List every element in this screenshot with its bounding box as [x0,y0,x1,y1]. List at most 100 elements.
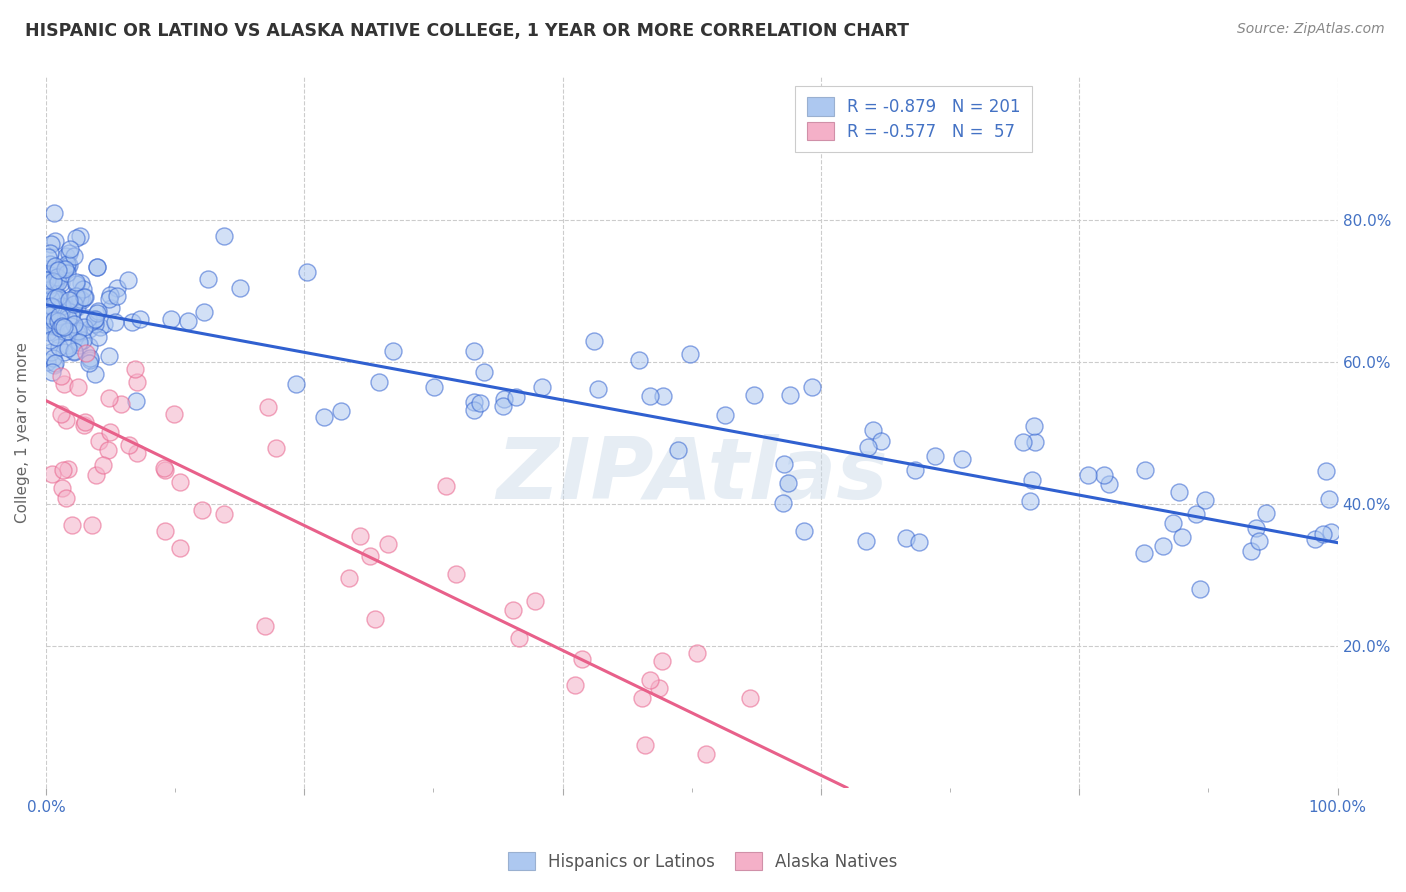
Point [1019,494,1042,508]
Point [155,463,177,477]
Point [492,399,515,413]
Point [66,323,89,337]
Point [39,299,62,313]
Point [48,310,70,324]
Point [349,529,371,543]
Point [35,302,58,317]
Point [695,747,717,762]
Point [59,319,82,334]
Point [105,289,128,303]
Point [39,237,62,252]
Point [67,380,90,394]
Point [1239,543,1261,558]
Point [39,344,62,359]
Point [630,690,652,705]
Point [51,481,73,495]
Y-axis label: College, 1 year or more: College, 1 year or more [15,343,30,523]
Point [42,318,65,332]
Point [35,272,58,286]
Point [77,322,100,336]
Point [41,365,63,379]
Point [169,541,191,556]
Point [648,681,671,695]
Point [1011,435,1033,450]
Point [42,274,65,288]
Point [924,449,946,463]
Point [257,400,280,414]
Point [773,458,796,472]
Point [67,335,90,350]
Point [740,691,762,706]
Point [84,312,107,326]
Point [55,261,77,276]
Point [950,451,973,466]
Point [1254,506,1277,520]
Point [51,369,73,384]
Point [49,320,72,334]
Point [1317,491,1340,506]
Point [93,317,115,331]
Point [330,404,353,418]
Point [72,333,94,347]
Point [97,349,120,363]
Point [586,382,609,396]
Point [686,646,709,660]
Text: Source: ZipAtlas.com: Source: ZipAtlas.com [1237,22,1385,37]
Point [37,309,59,323]
Point [169,475,191,489]
Point [1320,525,1343,540]
Point [1247,534,1270,549]
Point [98,391,121,405]
Point [66,300,89,314]
Point [524,594,547,608]
Point [125,446,148,460]
Point [62,344,84,359]
Point [634,739,657,753]
Point [65,289,87,303]
Point [100,301,122,315]
Legend: R = -0.879   N = 201, R = -0.577   N =  57: R = -0.879 N = 201, R = -0.577 N = 57 [796,86,1032,153]
Point [44,291,66,305]
Point [212,507,235,521]
Point [55,491,77,506]
Point [87,434,110,449]
Point [1171,530,1194,544]
Point [110,397,132,411]
Point [56,325,79,339]
Point [742,388,765,402]
Point [56,310,79,325]
Point [163,407,186,421]
Point [153,460,176,475]
Point [73,417,96,432]
Text: HISPANIC OR LATINO VS ALASKA NATIVE COLLEGE, 1 YEAR OR MORE CORRELATION CHART: HISPANIC OR LATINO VS ALASKA NATIVE COLL… [25,22,910,40]
Point [86,260,108,274]
Point [46,263,69,277]
Point [42,351,65,365]
Point [502,603,524,617]
Point [254,618,277,632]
Point [67,324,90,338]
Point [49,276,72,290]
Point [45,330,67,344]
Point [53,325,76,339]
Point [38,277,60,292]
Point [176,314,198,328]
Point [125,375,148,389]
Point [69,292,91,306]
Point [508,632,530,646]
Point [640,388,662,402]
Point [44,358,66,372]
Point [104,315,127,329]
Point [55,260,77,275]
Point [870,434,893,448]
Point [1163,516,1185,531]
Point [38,246,60,260]
Point [41,467,63,482]
Point [86,260,108,274]
Point [714,409,737,423]
Point [44,319,66,334]
Point [651,389,673,403]
Point [564,678,586,692]
Point [42,300,65,314]
Legend: Hispanics or Latinos, Alaska Natives: Hispanics or Latinos, Alaska Natives [501,844,905,880]
